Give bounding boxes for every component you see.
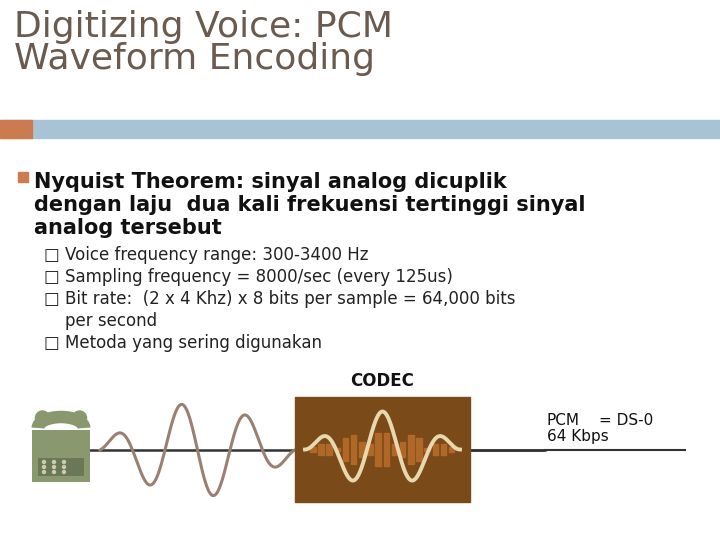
Bar <box>424 448 430 451</box>
Bar <box>326 444 332 455</box>
Circle shape <box>42 465 45 469</box>
Bar <box>359 442 364 457</box>
Circle shape <box>53 465 55 469</box>
Bar <box>351 435 356 464</box>
Bar <box>32 430 90 482</box>
Circle shape <box>63 470 66 474</box>
Text: □ Metoda yang sering digunakan: □ Metoda yang sering digunakan <box>44 334 322 352</box>
Circle shape <box>53 461 55 463</box>
Bar <box>295 397 470 502</box>
Bar <box>0 120 32 138</box>
Bar <box>335 448 340 451</box>
Bar <box>38 458 84 476</box>
Bar <box>384 433 389 466</box>
Circle shape <box>73 411 86 425</box>
Bar <box>0 120 720 138</box>
Bar <box>408 435 413 464</box>
Text: Digitizing Voice: PCM: Digitizing Voice: PCM <box>14 10 393 44</box>
Bar <box>318 444 324 455</box>
Text: CODEC: CODEC <box>351 372 415 390</box>
Bar <box>392 444 397 455</box>
Bar <box>18 172 28 182</box>
Bar <box>367 444 373 455</box>
Text: □ Bit rate:  (2 x 4 Khz) x 8 bits per sample = 64,000 bits: □ Bit rate: (2 x 4 Khz) x 8 bits per sam… <box>44 290 516 308</box>
Text: dengan laju  dua kali frekuensi tertinggi sinyal: dengan laju dua kali frekuensi tertinggi… <box>34 195 585 215</box>
Text: 64 Kbps: 64 Kbps <box>547 429 608 444</box>
Circle shape <box>42 461 45 463</box>
Circle shape <box>63 461 66 463</box>
Bar <box>441 444 446 455</box>
Text: = DS-0: = DS-0 <box>599 413 653 428</box>
Bar <box>400 442 405 457</box>
Text: □ Sampling frequency = 8000/sec (every 125us): □ Sampling frequency = 8000/sec (every 1… <box>44 268 453 286</box>
Text: analog tersebut: analog tersebut <box>34 219 222 239</box>
Bar <box>310 447 315 451</box>
Text: Waveform Encoding: Waveform Encoding <box>14 42 375 76</box>
Circle shape <box>42 470 45 474</box>
Text: PCM: PCM <box>547 413 580 428</box>
Bar <box>433 444 438 455</box>
Bar <box>449 447 454 451</box>
Bar <box>343 438 348 461</box>
Text: per second: per second <box>44 312 157 330</box>
Circle shape <box>63 465 66 469</box>
Text: □ Voice frequency range: 300-3400 Hz: □ Voice frequency range: 300-3400 Hz <box>44 246 369 264</box>
Circle shape <box>35 411 50 425</box>
Text: Nyquist Theorem: sinyal analog dicuplik: Nyquist Theorem: sinyal analog dicuplik <box>34 172 507 192</box>
Bar <box>375 433 381 466</box>
Circle shape <box>53 470 55 474</box>
Bar <box>416 438 422 461</box>
